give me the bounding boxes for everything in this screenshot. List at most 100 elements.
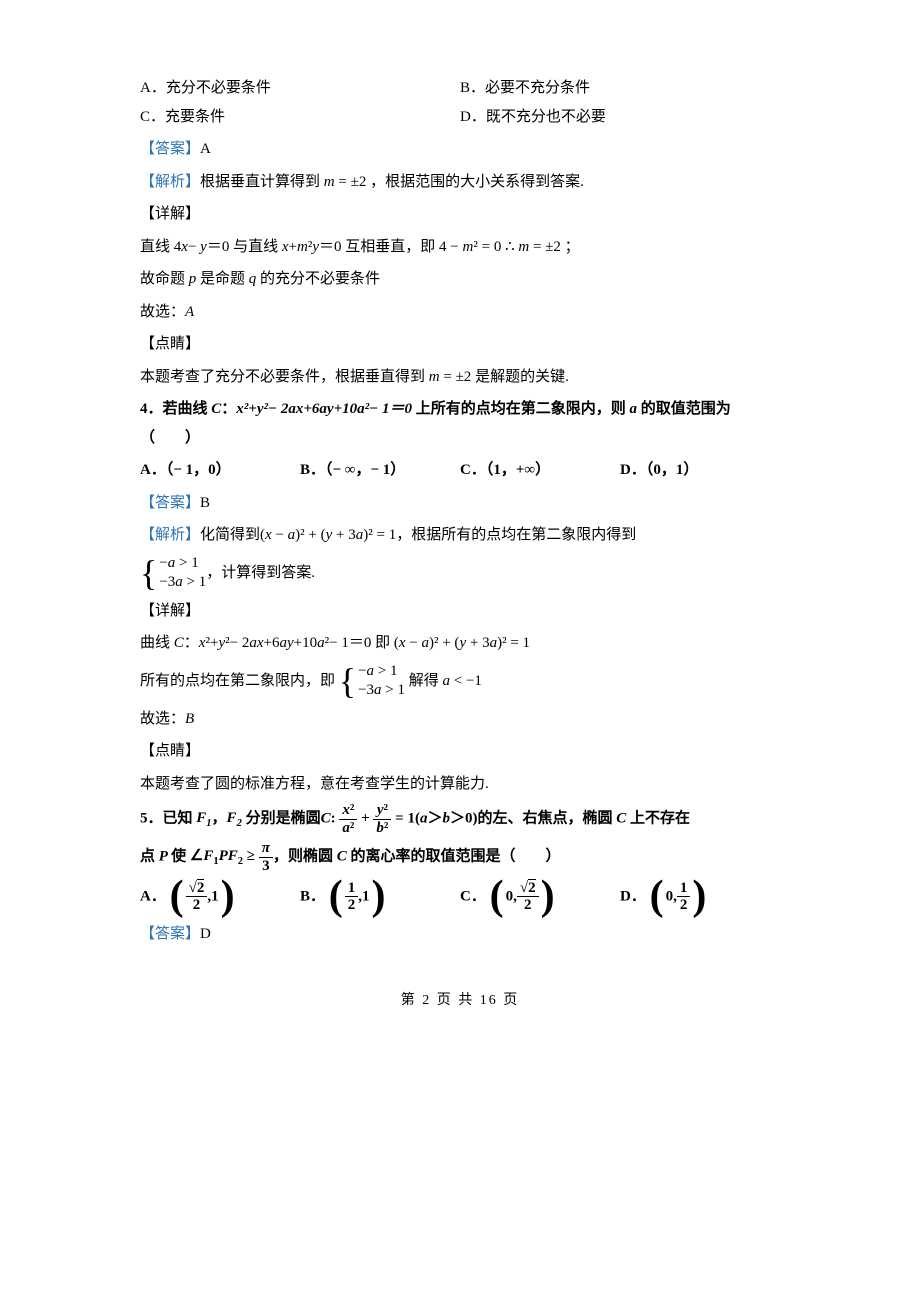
math: 4 − m² = 0 ∴ m = ±2 (435, 239, 564, 255)
q4-answer: 【答案】B (140, 489, 780, 518)
text: 分别是椭圆 (246, 810, 321, 826)
interval: ( 0,√22 ) (490, 878, 555, 916)
cond: (a＞b＞0) (415, 810, 478, 826)
q4-system-1: { −a > 1 −3a > 1 ，计算得到答案. (140, 554, 780, 593)
q3-opt-a: A．充分不必要条件 (140, 74, 460, 103)
math: 4x− y＝0 (174, 239, 233, 255)
text: ： (184, 635, 199, 651)
frac-x: x²a² (339, 802, 357, 836)
text: 上不存在 (630, 810, 690, 826)
math: q (249, 271, 260, 287)
math: (x − a)² + (y + 3a)² = 1 (390, 635, 530, 651)
text: 是命题 (200, 271, 249, 287)
q3-opt-d: D．既不充分也不必要 (460, 103, 780, 132)
sys-line-1: −a > 1 (159, 554, 206, 574)
text: 与直线 (233, 239, 282, 255)
text: 本题考查了充分不必要条件，根据垂直得到 (140, 369, 425, 385)
math: a < −1 (439, 672, 482, 688)
q3-choice: 故选：A (140, 298, 780, 327)
math: x+m²y＝0 (282, 239, 345, 255)
text: 直线 (140, 239, 174, 255)
q4-opt-b: B．（− ∞，− 1） (300, 456, 460, 485)
q4-opt-a: A．（− 1，0） (140, 456, 300, 485)
math: x²+y²− 2ax+6ay+10a²− 1＝0 (199, 635, 375, 651)
q4-opt-c: C．（1，+∞） (460, 456, 620, 485)
q5-opt-b: B． ( 12,1 ) (300, 878, 460, 916)
text: 是解题的关键. (475, 369, 569, 385)
explain-text: 根据垂直计算得到 (200, 174, 320, 190)
answer-value: D (200, 926, 211, 942)
q3-tip: 本题考查了充分不必要条件，根据垂直得到 m = ±2 是解题的关键. (140, 363, 780, 392)
text: 所有的点均在第二象限内，即 (140, 672, 335, 688)
text: ，根据所有的点均在第二象限内得到 (396, 527, 636, 543)
text: 4．若曲线 (140, 401, 211, 417)
label: B． (300, 888, 325, 904)
sys-line-1: −a > 1 (358, 662, 405, 682)
q4-detail-1: 曲线 C：x²+y²− 2ax+6ay+10a²− 1＝0 即 (x − a)²… (140, 629, 780, 658)
math: F2 (227, 810, 246, 826)
text: : (331, 810, 336, 826)
plus: + (357, 810, 373, 826)
q4-tip-label: 【点睛】 (140, 737, 780, 766)
text: 故选： (140, 304, 185, 320)
answer-value: A (200, 141, 211, 157)
q3-options: A．充分不必要条件 B．必要不充分条件 C．充要条件 D．既不充分也不必要 (140, 74, 780, 131)
interval: ( 12,1 ) (329, 878, 386, 916)
math: x²+y²− 2ax+6ay+10a²− 1＝0 (236, 401, 415, 417)
math: m = ±2 (425, 369, 475, 385)
q4-tip: 本题考查了圆的标准方程，意在考查学生的计算能力. (140, 770, 780, 799)
page-body: A．充分不必要条件 B．必要不充分条件 C．充要条件 D．既不充分也不必要 【答… (0, 0, 920, 1055)
q4-stem: 4．若曲线 C：x²+y²− 2ax+6ay+10a²− 1＝0 上所有的点均在… (140, 395, 780, 452)
brace-system: { −a > 1 −3a > 1 (339, 662, 405, 701)
eq: = 1 (391, 810, 415, 826)
q4-detail-2: 所有的点均在第二象限内，即 { −a > 1 −3a > 1 解得 a < −1 (140, 662, 780, 701)
math: C (337, 848, 351, 864)
text: ， (212, 810, 227, 826)
math: F1 (196, 810, 211, 826)
q3-detail-2: 故命题 p 是命题 q 的充分不必要条件 (140, 265, 780, 294)
math: C (174, 635, 184, 651)
text: ； (565, 239, 580, 255)
answer-label: 【答案】 (140, 926, 200, 942)
choice: B (185, 711, 194, 727)
q4-explain: 【解析】化简得到(x − a)² + (y + 3a)² = 1，根据所有的点均… (140, 521, 780, 550)
angle: ∠F1PF2 ≥ (186, 848, 259, 864)
text: 5．已知 (140, 810, 196, 826)
q5-options: A． ( √22,1 ) B． ( 12,1 ) C． ( 0,√22 ) (140, 878, 780, 916)
math: C (616, 810, 630, 826)
q3-detail-label: 【详解】 (140, 200, 780, 229)
q3-opt-b: B．必要不充分条件 (460, 74, 780, 103)
q4-options: A．（− 1，0） B．（− ∞，− 1） C．（1，+∞） D．（0，1） (140, 456, 780, 485)
label: A． (140, 888, 166, 904)
label: C． (460, 888, 486, 904)
page-footer: 第 2 页 共 16 页 (140, 988, 780, 1015)
frac-y: y²b² (373, 802, 391, 836)
choice: A (185, 304, 194, 320)
text: 化简得到 (200, 527, 260, 543)
sys-line-2: −3a > 1 (159, 573, 206, 593)
q4-opt-d: D．（0，1） (620, 456, 780, 485)
text: ： (221, 401, 236, 417)
text: 解得 (409, 672, 439, 688)
explain-text-2: ，根据范围的大小关系得到答案. (370, 174, 584, 190)
explain-label: 【解析】 (140, 527, 200, 543)
text: 点 (140, 848, 159, 864)
text: 的左、右焦点，椭圆 (477, 810, 616, 826)
text: 互相垂直，即 (345, 239, 435, 255)
math: (x − a)² + (y + 3a)² = 1 (260, 527, 396, 543)
text: 使 (171, 848, 186, 864)
answer-label: 【答案】 (140, 495, 200, 511)
math: P (159, 848, 171, 864)
text: 的充分不必要条件 (260, 271, 380, 287)
q4-detail-label: 【详解】 (140, 597, 780, 626)
explain-math: m = ±2 (320, 174, 370, 190)
interval: ( 0,12 ) (650, 878, 707, 916)
q5-opt-c: C． ( 0,√22 ) (460, 878, 620, 916)
q5-opt-d: D． ( 0,12 ) (620, 878, 780, 916)
q3-opt-c: C．充要条件 (140, 103, 460, 132)
answer-value: B (200, 495, 210, 511)
q3-explain: 【解析】根据垂直计算得到 m = ±2 ，根据范围的大小关系得到答案. (140, 168, 780, 197)
explain-label: 【解析】 (140, 174, 200, 190)
frac-pi: π3 (259, 840, 273, 874)
math: a (630, 401, 641, 417)
